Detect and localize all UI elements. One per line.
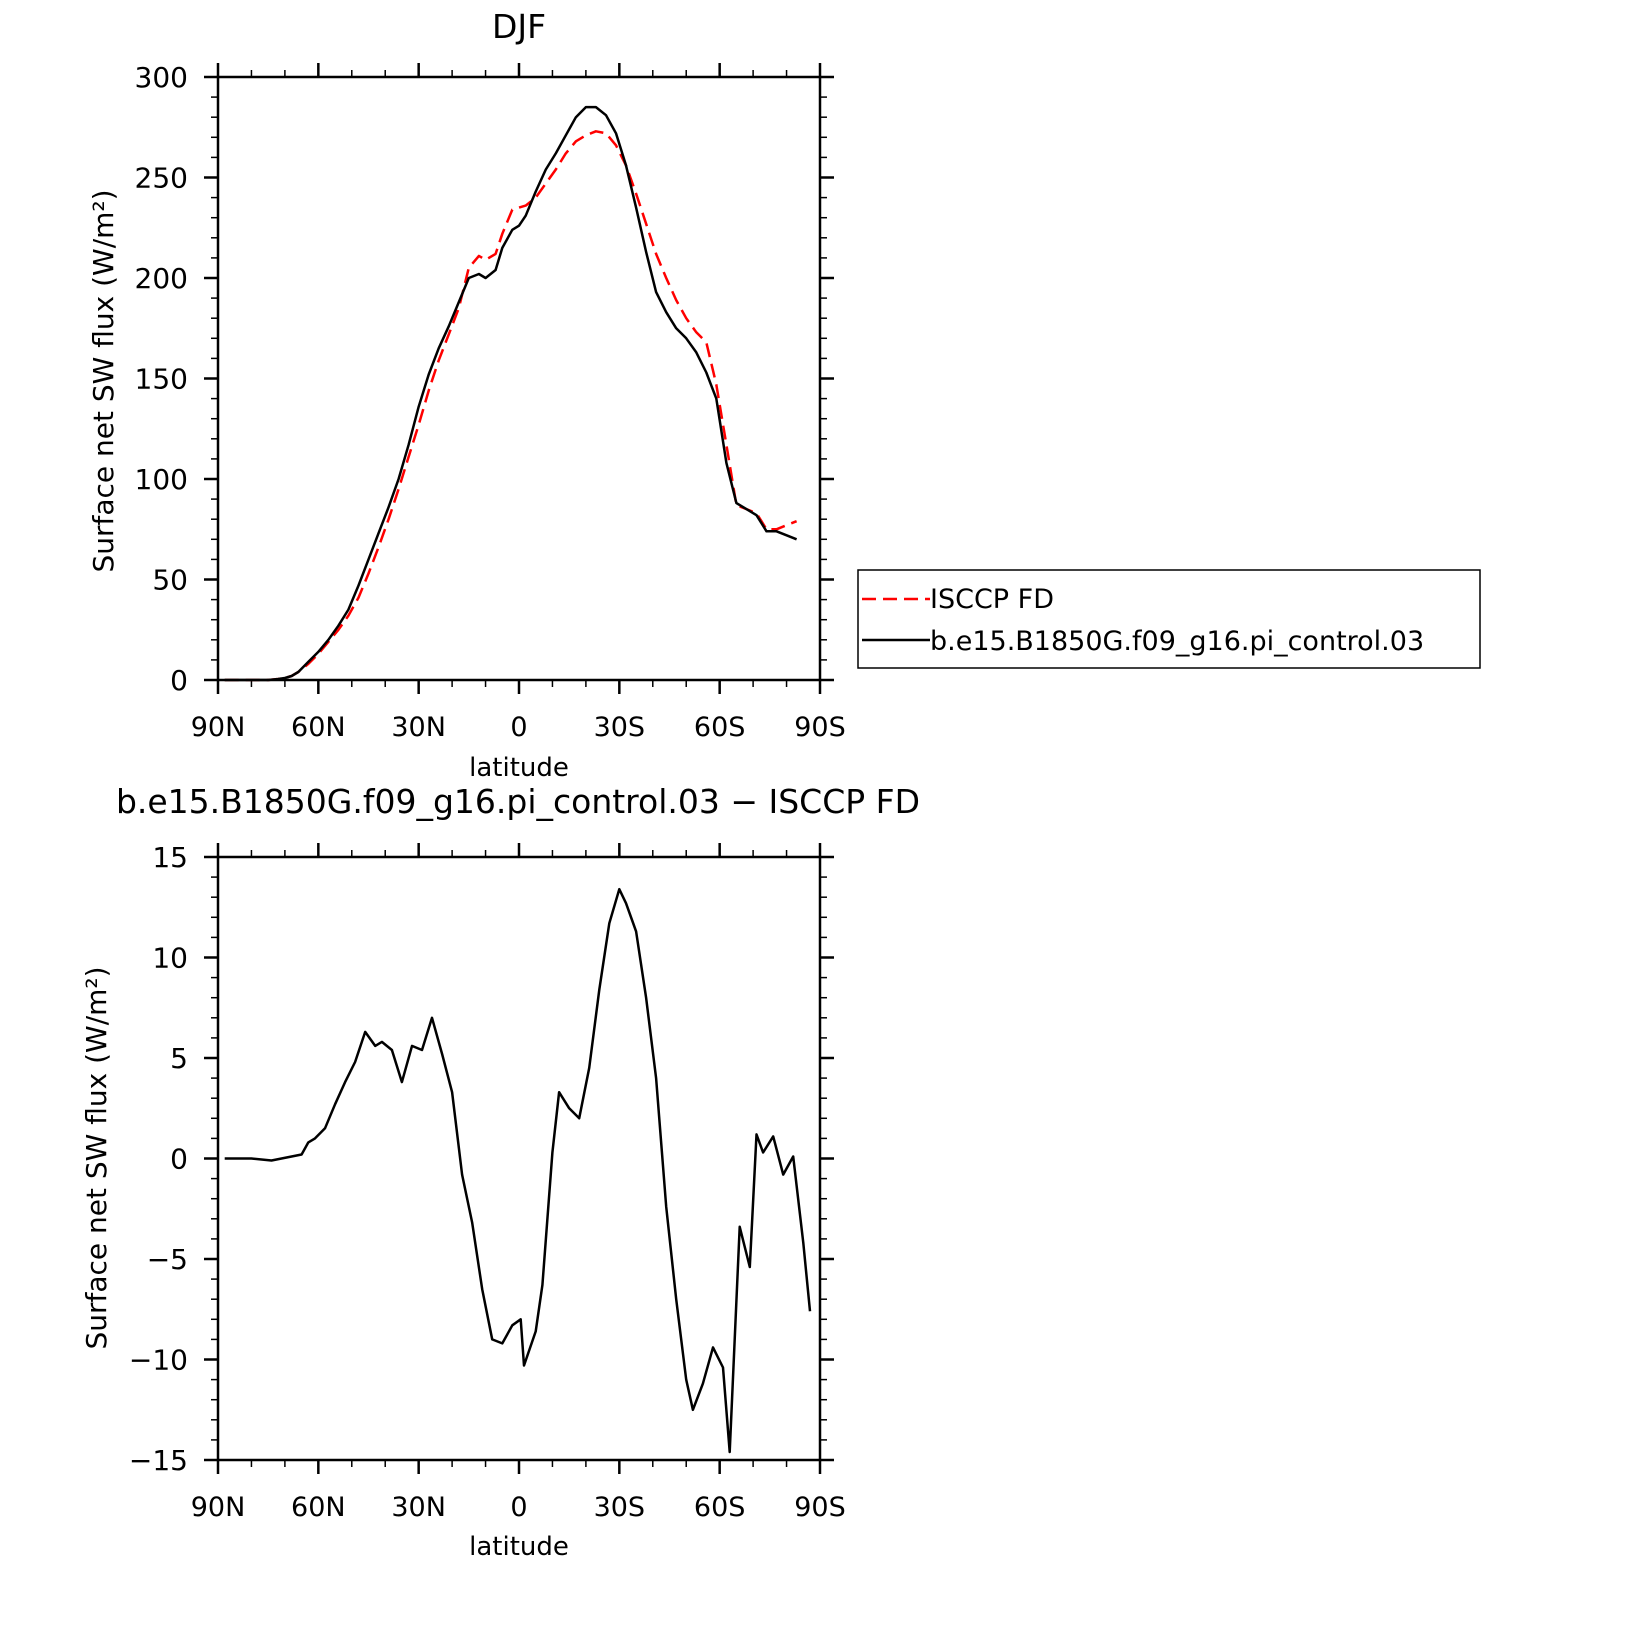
top-title: DJF [492, 7, 546, 46]
legend-label-model: b.e15.B1850G.f09_g16.pi_control.03 [930, 626, 1424, 657]
top-ytick-label: 200 [135, 262, 188, 295]
bottom-ytick-label: −10 [129, 1344, 188, 1377]
bottom-xtick-label: 90S [794, 1492, 846, 1523]
bottom-xtick-label: 60S [694, 1492, 746, 1523]
top-xlabel: latitude [469, 753, 569, 783]
top-ytick-label: 100 [135, 463, 188, 496]
top-panel: DJF Surface net SW flux (W/m²) latitude … [87, 7, 846, 783]
top-xtick-label: 60S [694, 712, 746, 743]
top-ytick-label: 0 [170, 664, 188, 697]
top-xtick-label: 30S [594, 712, 646, 743]
bottom-xtick-label: 30N [391, 1492, 446, 1523]
top-plot-frame [216, 75, 822, 682]
bottom-xlabel: latitude [469, 1532, 569, 1562]
top-ytick-label: 150 [135, 363, 188, 396]
top-xtick-label: 90S [794, 712, 846, 743]
bottom-panel: b.e15.B1850G.f09_g16.pi_control.03 − ISC… [80, 782, 920, 1562]
bottom-plot-frame [216, 855, 822, 1462]
bottom-ytick-label: 0 [170, 1143, 188, 1176]
bottom-xtick-label: 0 [510, 1492, 527, 1523]
top-series-line-1 [224, 105, 798, 682]
top-ylabel: Surface net SW flux (W/m²) [87, 189, 120, 572]
legend-label-isccp: ISCCP FD [930, 584, 1054, 615]
top-ytick-label: 50 [152, 564, 188, 597]
bottom-ylabel: Surface net SW flux (W/m²) [80, 966, 113, 1349]
top-xtick-label: 0 [510, 712, 527, 743]
legend: ISCCP FD b.e15.B1850G.f09_g16.pi_control… [857, 569, 1481, 669]
top-xtick-label: 90N [191, 712, 246, 743]
bottom-xtick-label: 90N [191, 1492, 246, 1523]
bottom-ytick-label: 5 [170, 1042, 188, 1075]
bottom-ytick-label: −15 [129, 1444, 188, 1477]
top-ytick-label: 250 [135, 162, 188, 195]
bottom-xtick-label: 30S [594, 1492, 646, 1523]
top-xtick-label: 60N [291, 712, 346, 743]
bottom-ytick-label: −5 [147, 1243, 188, 1276]
legend-frame [857, 569, 1481, 669]
bottom-ytick-label: 10 [152, 942, 188, 975]
top-series-line-0 [224, 130, 798, 682]
bottom-series-line-0 [224, 887, 812, 1454]
top-xtick-label: 30N [391, 712, 446, 743]
bottom-title: b.e15.B1850G.f09_g16.pi_control.03 − ISC… [116, 782, 920, 821]
top-ytick-label: 300 [135, 61, 188, 94]
bottom-xtick-label: 60N [291, 1492, 346, 1523]
bottom-ytick-label: 15 [152, 841, 188, 874]
